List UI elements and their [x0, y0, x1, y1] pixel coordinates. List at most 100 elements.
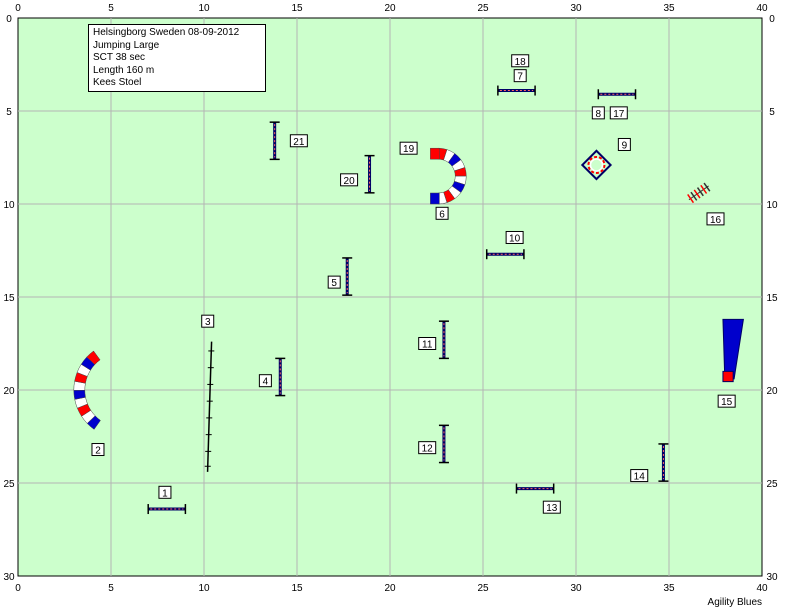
tunnel-segment: [86, 350, 101, 365]
number-label-text: 1: [162, 488, 168, 499]
grid-lines: [18, 18, 762, 576]
wall-line: [206, 341, 213, 472]
y-tick-label-right: 25: [766, 479, 778, 490]
number-label-21: 21: [289, 134, 308, 148]
number-label-text: 18: [515, 57, 527, 68]
table-top: [722, 318, 744, 380]
number-label-box: [511, 54, 530, 68]
number-label-text: 19: [403, 144, 415, 155]
x-tick-label-bottom: 30: [570, 583, 582, 594]
x-tick-label-top: 15: [291, 3, 303, 14]
tunnel-end-blue: [430, 192, 440, 205]
number-label-box: [258, 374, 272, 388]
number-label-13: 13: [542, 500, 561, 514]
number-label-1: 1: [158, 485, 172, 499]
jump-obstacle-4: [275, 357, 286, 397]
weave-rail: [688, 185, 709, 201]
tunnel-obstacle-6-19: [430, 147, 467, 205]
number-label-3: 3: [201, 314, 215, 328]
jump-obstacle-14: [658, 443, 669, 482]
x-tick-label-bottom: 5: [108, 583, 114, 594]
x-tick-label-top: 10: [198, 3, 210, 14]
number-label-19: 19: [399, 141, 418, 155]
number-label-4: 4: [258, 374, 272, 388]
y-tick-label-right: 10: [766, 200, 778, 211]
number-label-10: 10: [505, 230, 524, 244]
jump-obstacle-21: [269, 121, 280, 161]
y-tick-label-right: 20: [766, 386, 778, 397]
number-label-box: [418, 337, 437, 350]
number-label-5: 5: [327, 275, 341, 289]
number-label-box: [340, 173, 359, 187]
number-label-box: [591, 106, 605, 120]
number-label-20: 20: [340, 173, 359, 187]
x-tick-label-top: 35: [663, 3, 675, 14]
number-label-box: [327, 275, 341, 289]
number-label-box: [630, 469, 649, 483]
x-tick-label-bottom: 15: [291, 583, 303, 594]
y-tick-label-left: 30: [3, 572, 15, 583]
y-tick-label-right: 15: [766, 293, 778, 304]
number-label-8: 8: [591, 106, 605, 120]
number-label-box: [289, 134, 308, 148]
obstacles: [73, 85, 744, 515]
x-tick-label-bottom: 20: [384, 583, 396, 594]
software-credit: Agility Blues: [707, 597, 762, 608]
info-length: Length 160 m: [93, 64, 155, 76]
y-tick-label-left: 20: [3, 386, 15, 397]
weave-obstacle-16: [687, 182, 711, 204]
x-tick-label-top: 25: [477, 3, 489, 14]
jump-obstacle-13: [515, 483, 555, 494]
weave-pole: [696, 187, 704, 197]
tunnel-end-red: [430, 147, 440, 160]
number-label-box: [717, 394, 736, 408]
weave-pole: [703, 182, 711, 192]
x-tick-label-top: 20: [384, 3, 396, 14]
info-sct: SCT 38 sec: [93, 52, 146, 64]
y-tick-label-right: 0: [769, 14, 775, 25]
weave-pole: [700, 184, 708, 194]
jump-obstacle-11: [438, 320, 449, 360]
number-label-14: 14: [630, 469, 649, 483]
number-label-text: 3: [205, 317, 211, 328]
wall-obstacle-3: [204, 341, 215, 472]
tire-ring-red: [587, 155, 606, 174]
y-tick-label-right: 30: [766, 572, 778, 583]
number-label-11: 11: [418, 337, 437, 351]
number-label-text: 7: [517, 72, 523, 83]
number-label-box: [505, 230, 524, 244]
number-label-box: [542, 500, 561, 514]
x-tick-label-top: 5: [108, 3, 114, 14]
number-label-box: [399, 141, 418, 155]
tire-obstacle-9: [580, 149, 613, 181]
number-label-text: 8: [596, 109, 602, 120]
x-tick-label-top: 0: [15, 3, 21, 14]
number-label-text: 13: [546, 503, 558, 514]
info-venue-date: Helsingborg Sweden 08-09-2012: [93, 27, 240, 38]
y-tick-label-left: 10: [3, 200, 15, 211]
number-label-2: 2: [91, 443, 105, 457]
number-label-text: 12: [422, 444, 434, 455]
y-tick-label-left: 5: [6, 107, 12, 118]
number-label-16: 16: [706, 212, 725, 226]
number-label-box: [706, 212, 725, 226]
number-label-text: 16: [710, 215, 722, 226]
tunnel-obstacle-2: [73, 350, 101, 430]
tire-ring-white: [589, 158, 604, 172]
weave-pole: [693, 189, 701, 199]
number-label-text: 2: [95, 446, 101, 457]
weave-pole: [690, 191, 698, 201]
tire-frame: [580, 149, 613, 181]
course-info-box: Helsingborg Sweden 08-09-2012 Jumping La…: [88, 24, 266, 92]
number-label-9: 9: [617, 137, 631, 151]
x-tick-label-bottom: 35: [663, 583, 675, 594]
jump-obstacle-12: [438, 424, 449, 464]
x-tick-label-bottom: 10: [198, 583, 210, 594]
number-label-text: 21: [293, 137, 305, 148]
info-judge: Kees Stoel: [93, 77, 142, 89]
number-label-box: [201, 314, 215, 328]
number-label-box: [609, 106, 628, 120]
number-label-text: 9: [622, 140, 628, 151]
